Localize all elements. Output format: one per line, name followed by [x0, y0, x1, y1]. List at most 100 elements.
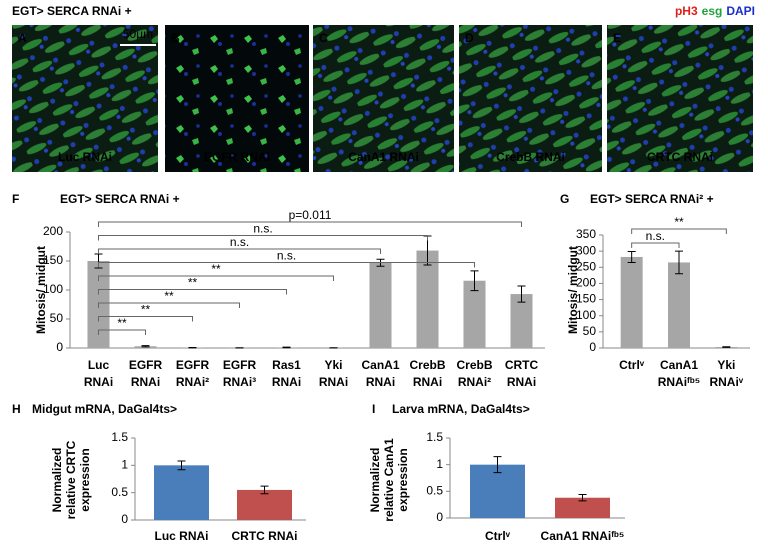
significance-bracket	[98, 329, 146, 335]
micrograph	[459, 25, 602, 172]
significance-label: **	[141, 303, 151, 317]
stain-label: DAPI	[726, 4, 755, 18]
panel-letter: I	[372, 402, 375, 416]
figure-title: EGT> SERCA RNAi +	[12, 4, 132, 18]
panel-label: CRTC RNAi	[647, 150, 713, 164]
y-tick-label: 0	[56, 340, 63, 354]
scale-bar-label: 50µm	[123, 27, 153, 41]
y-tick-label: 100	[43, 282, 63, 296]
y-tick-label: 350	[576, 227, 596, 241]
panel-letter: A	[18, 31, 27, 45]
x-tick-label: CrebB RNAi²	[456, 358, 492, 389]
significance-label: n.s.	[253, 222, 272, 236]
micrograph	[165, 25, 309, 172]
micrograph	[12, 25, 158, 172]
bar	[668, 262, 690, 348]
significance-bracket	[98, 289, 287, 295]
significance-bracket	[98, 275, 334, 281]
stain-legend: pH3 esg DAPI	[675, 4, 755, 18]
y-tick-label: 50	[583, 324, 597, 338]
error-bar	[675, 250, 683, 275]
y-tick-label: 150	[43, 253, 63, 267]
significance-label: **	[164, 289, 174, 303]
significance-label: **	[674, 215, 684, 229]
x-tick-label: Luc RNAi	[84, 358, 113, 389]
x-tick-label: CRTC RNAi	[232, 529, 298, 543]
y-axis-label: Normalizedrelative CRTCexpression	[50, 440, 92, 519]
significance-label: n.s.	[646, 229, 665, 243]
chart-title: Larva mRNA, DaGal4ts>	[392, 402, 530, 416]
panel-letter: E	[613, 31, 621, 45]
x-tick-label: EGFR RNAi	[129, 358, 163, 389]
panel-letter: G	[560, 192, 569, 206]
x-tick-label: Yki RNAi	[319, 358, 348, 389]
panel-letter: D	[465, 31, 474, 45]
x-tick-label: CanA1 RNAiᶠᵇ⁵	[658, 358, 701, 389]
micrograph	[607, 25, 753, 172]
error-bar	[282, 346, 291, 349]
error-bar	[177, 460, 186, 471]
x-tick-label: Luc RNAi	[155, 529, 209, 543]
y-tick-label: 100	[576, 308, 596, 322]
error-bar	[517, 285, 526, 303]
y-axis-label: Mitosis/ midgut	[566, 246, 580, 334]
panel-label: CrebB RNAi	[496, 150, 565, 164]
panel-letter: C	[319, 31, 328, 45]
x-tick-label: CRTC RNAi	[505, 358, 539, 389]
chart-title: EGT> SERCA RNAi² +	[590, 192, 714, 206]
stain-label: pH3	[675, 4, 698, 18]
y-tick-label: 50	[50, 311, 64, 325]
significance-bracket	[98, 221, 522, 227]
y-tick-label: 1	[121, 458, 128, 472]
y-axis-label: Normalizedrelative CanA1expression	[368, 438, 410, 522]
error-bar	[493, 456, 502, 474]
significance-bracket	[98, 302, 240, 308]
panel-letter: B	[171, 31, 180, 45]
panel-label: EGFR RNAi	[204, 150, 270, 164]
significance-label: **	[188, 276, 198, 290]
bar	[463, 280, 486, 348]
significance-label: **	[117, 316, 127, 330]
y-tick-label: 200	[43, 224, 63, 238]
x-tick-label: Yki RNAiᵛ	[709, 358, 743, 389]
panel-label: CanA1 RNAi	[348, 150, 419, 164]
chart-title: Midgut mRNA, DaGal4ts>	[32, 402, 177, 416]
significance-label: **	[211, 262, 221, 276]
y-tick-label: 1.5	[426, 430, 443, 444]
significance-bracket	[631, 242, 680, 248]
bar	[154, 465, 209, 520]
significance-label: n.s.	[277, 249, 296, 263]
bar	[620, 256, 643, 348]
y-tick-label: 200	[576, 276, 596, 290]
error-bar	[260, 485, 269, 495]
y-tick-label: 0	[121, 512, 128, 526]
significance-bracket	[631, 228, 727, 234]
panel-letter: F	[12, 192, 19, 206]
significance-label: p=0.011	[289, 208, 332, 222]
y-tick-label: 250	[576, 259, 596, 273]
y-tick-label: 1.5	[111, 430, 128, 444]
x-tick-label: Ras1 RNAi	[272, 358, 301, 389]
stain-label: esg	[702, 4, 723, 18]
x-tick-label: EGFR RNAi³	[223, 358, 257, 389]
y-tick-label: 0	[589, 340, 596, 354]
x-tick-label: Ctrlᵛ	[485, 529, 511, 543]
significance-bracket	[98, 262, 475, 268]
x-tick-label: EGFR RNAi²	[176, 358, 210, 389]
error-bar	[141, 345, 150, 348]
y-tick-label: 300	[576, 243, 596, 257]
x-tick-label: CrebB RNAi	[409, 358, 445, 389]
bar	[369, 262, 392, 348]
bar	[237, 489, 292, 520]
bar	[470, 464, 525, 518]
x-tick-label: CanA1 RNAi	[361, 358, 399, 389]
y-tick-label: 0	[436, 510, 443, 524]
error-bar	[578, 494, 587, 502]
significance-bracket	[98, 316, 193, 322]
y-axis-label: Mitosis/ midgut	[34, 246, 48, 334]
y-tick-label: 0.5	[111, 485, 128, 499]
x-tick-label: Ctrlᵛ	[619, 358, 645, 372]
panel-label: Luc RNAi	[58, 150, 112, 164]
x-tick-label: CanA1 RNAiᶠᵇ⁵	[541, 529, 625, 543]
